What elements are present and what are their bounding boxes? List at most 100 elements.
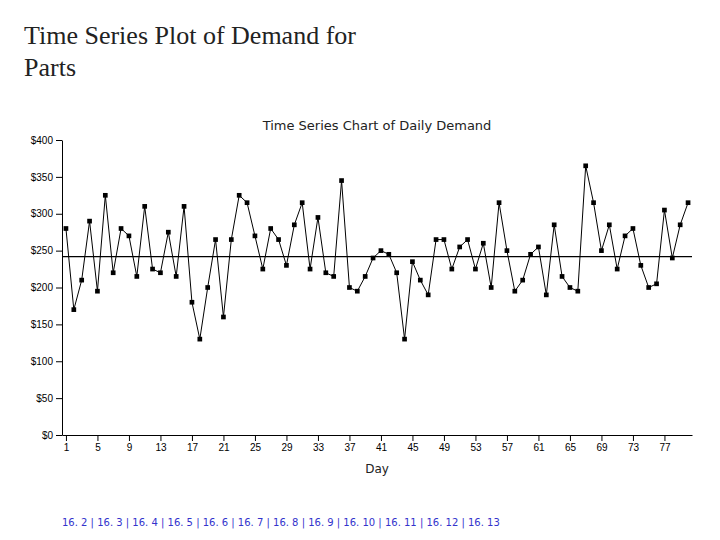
data-point [197,337,202,342]
y-tick-mark [56,435,62,436]
x-tick-mark [349,435,350,441]
data-point [678,222,683,227]
data-point [457,245,462,250]
data-point [245,200,250,205]
data-point [552,222,557,227]
x-tick-label: 77 [659,442,671,453]
y-tick-mark [56,361,62,362]
data-point [229,237,234,242]
data-point [71,307,76,312]
data-point [583,163,588,168]
x-tick-label: 41 [376,442,388,453]
data-point [142,204,147,209]
data-point [174,274,179,279]
data-point [631,226,636,231]
data-point [363,274,368,279]
data-point [686,200,691,205]
data-point [339,178,344,183]
y-tick-label: $100 [31,356,54,367]
data-point [103,193,108,198]
x-axis-label: Day [365,462,389,476]
x-tick: 77 [659,435,671,453]
y-tick: $150 [31,319,62,330]
y-tick-label: $50 [36,393,53,404]
x-tick-label: 29 [281,442,293,453]
x-tick-label: 69 [596,442,608,453]
y-tick-mark [56,140,62,141]
y-tick-mark [56,324,62,325]
x-tick-mark [97,435,98,441]
data-point [410,259,415,264]
data-point [87,219,92,224]
x-tick-label: 49 [439,442,451,453]
y-tick-label: $300 [31,208,54,219]
data-point [300,200,305,205]
data-point [654,281,659,286]
x-tick-mark [192,435,193,441]
y-tick-label: $350 [31,172,54,183]
x-tick: 21 [218,435,230,453]
x-tick-label: 13 [155,442,167,453]
data-point [190,300,195,305]
x-tick-mark [286,435,287,441]
data-point [599,248,604,253]
x-tick: 9 [127,435,133,453]
plot-area: Time Series Chart of Daily Demand $0 $50 $1… [31,118,693,476]
data-point [355,289,360,294]
data-point [316,215,321,220]
marks [62,163,692,341]
data-point [481,241,486,246]
chart: Time Series Plot of Demand forPartsTime … [0,0,720,540]
series-line [66,166,688,339]
data-point [505,248,510,253]
data-point [379,248,384,253]
y-tick-mark [56,214,62,215]
x-tick: 65 [565,435,577,453]
data-point [119,226,124,231]
y-axis: $0$50$100$150$200$250$300$350$400 [31,135,63,441]
data-point [402,337,407,342]
y-tick-label: $150 [31,319,54,330]
data-point [528,252,533,257]
data-point [292,222,297,227]
data-point [544,293,549,298]
y-tick-label: $0 [42,430,54,441]
x-tick-label: 17 [187,442,199,453]
x-tick-label: 1 [64,442,70,453]
data-point [253,234,258,239]
data-point [394,270,399,275]
footnote: 16. 2 | 16. 3 | 16. 4 | 16. 5 | 16. 6 | … [62,517,500,529]
data-point [449,267,454,272]
data-point [670,256,675,261]
y-tick: $350 [31,172,62,183]
x-tick: 69 [596,435,608,453]
x-tick: 49 [439,435,451,453]
y-tick: $50 [36,393,62,404]
x-tick: 13 [155,435,167,453]
data-point [473,267,478,272]
data-point [512,289,517,294]
data-point [536,245,541,250]
x-tick-label: 25 [250,442,262,453]
x-axis: 1591317212529333741454953576165697377 [63,435,693,453]
data-point [111,270,116,275]
x-tick-label: 9 [127,442,133,453]
x-tick-mark [633,435,634,441]
x-tick-mark [223,435,224,441]
data-point [560,274,565,279]
data-point [323,270,328,275]
x-tick-mark [570,435,571,441]
y-tick: $200 [31,282,62,293]
x-tick-mark [129,435,130,441]
data-point [347,285,352,290]
y-tick-label: $200 [31,282,54,293]
x-tick: 25 [250,435,262,453]
chart-title: Time Series Chart of Daily Demand [262,118,492,133]
x-tick: 5 [95,435,101,453]
x-tick: 73 [628,435,640,453]
x-tick-mark [381,435,382,441]
data-point [213,237,218,242]
data-point [418,278,423,283]
x-axis-line [63,435,693,436]
data-point [158,270,163,275]
